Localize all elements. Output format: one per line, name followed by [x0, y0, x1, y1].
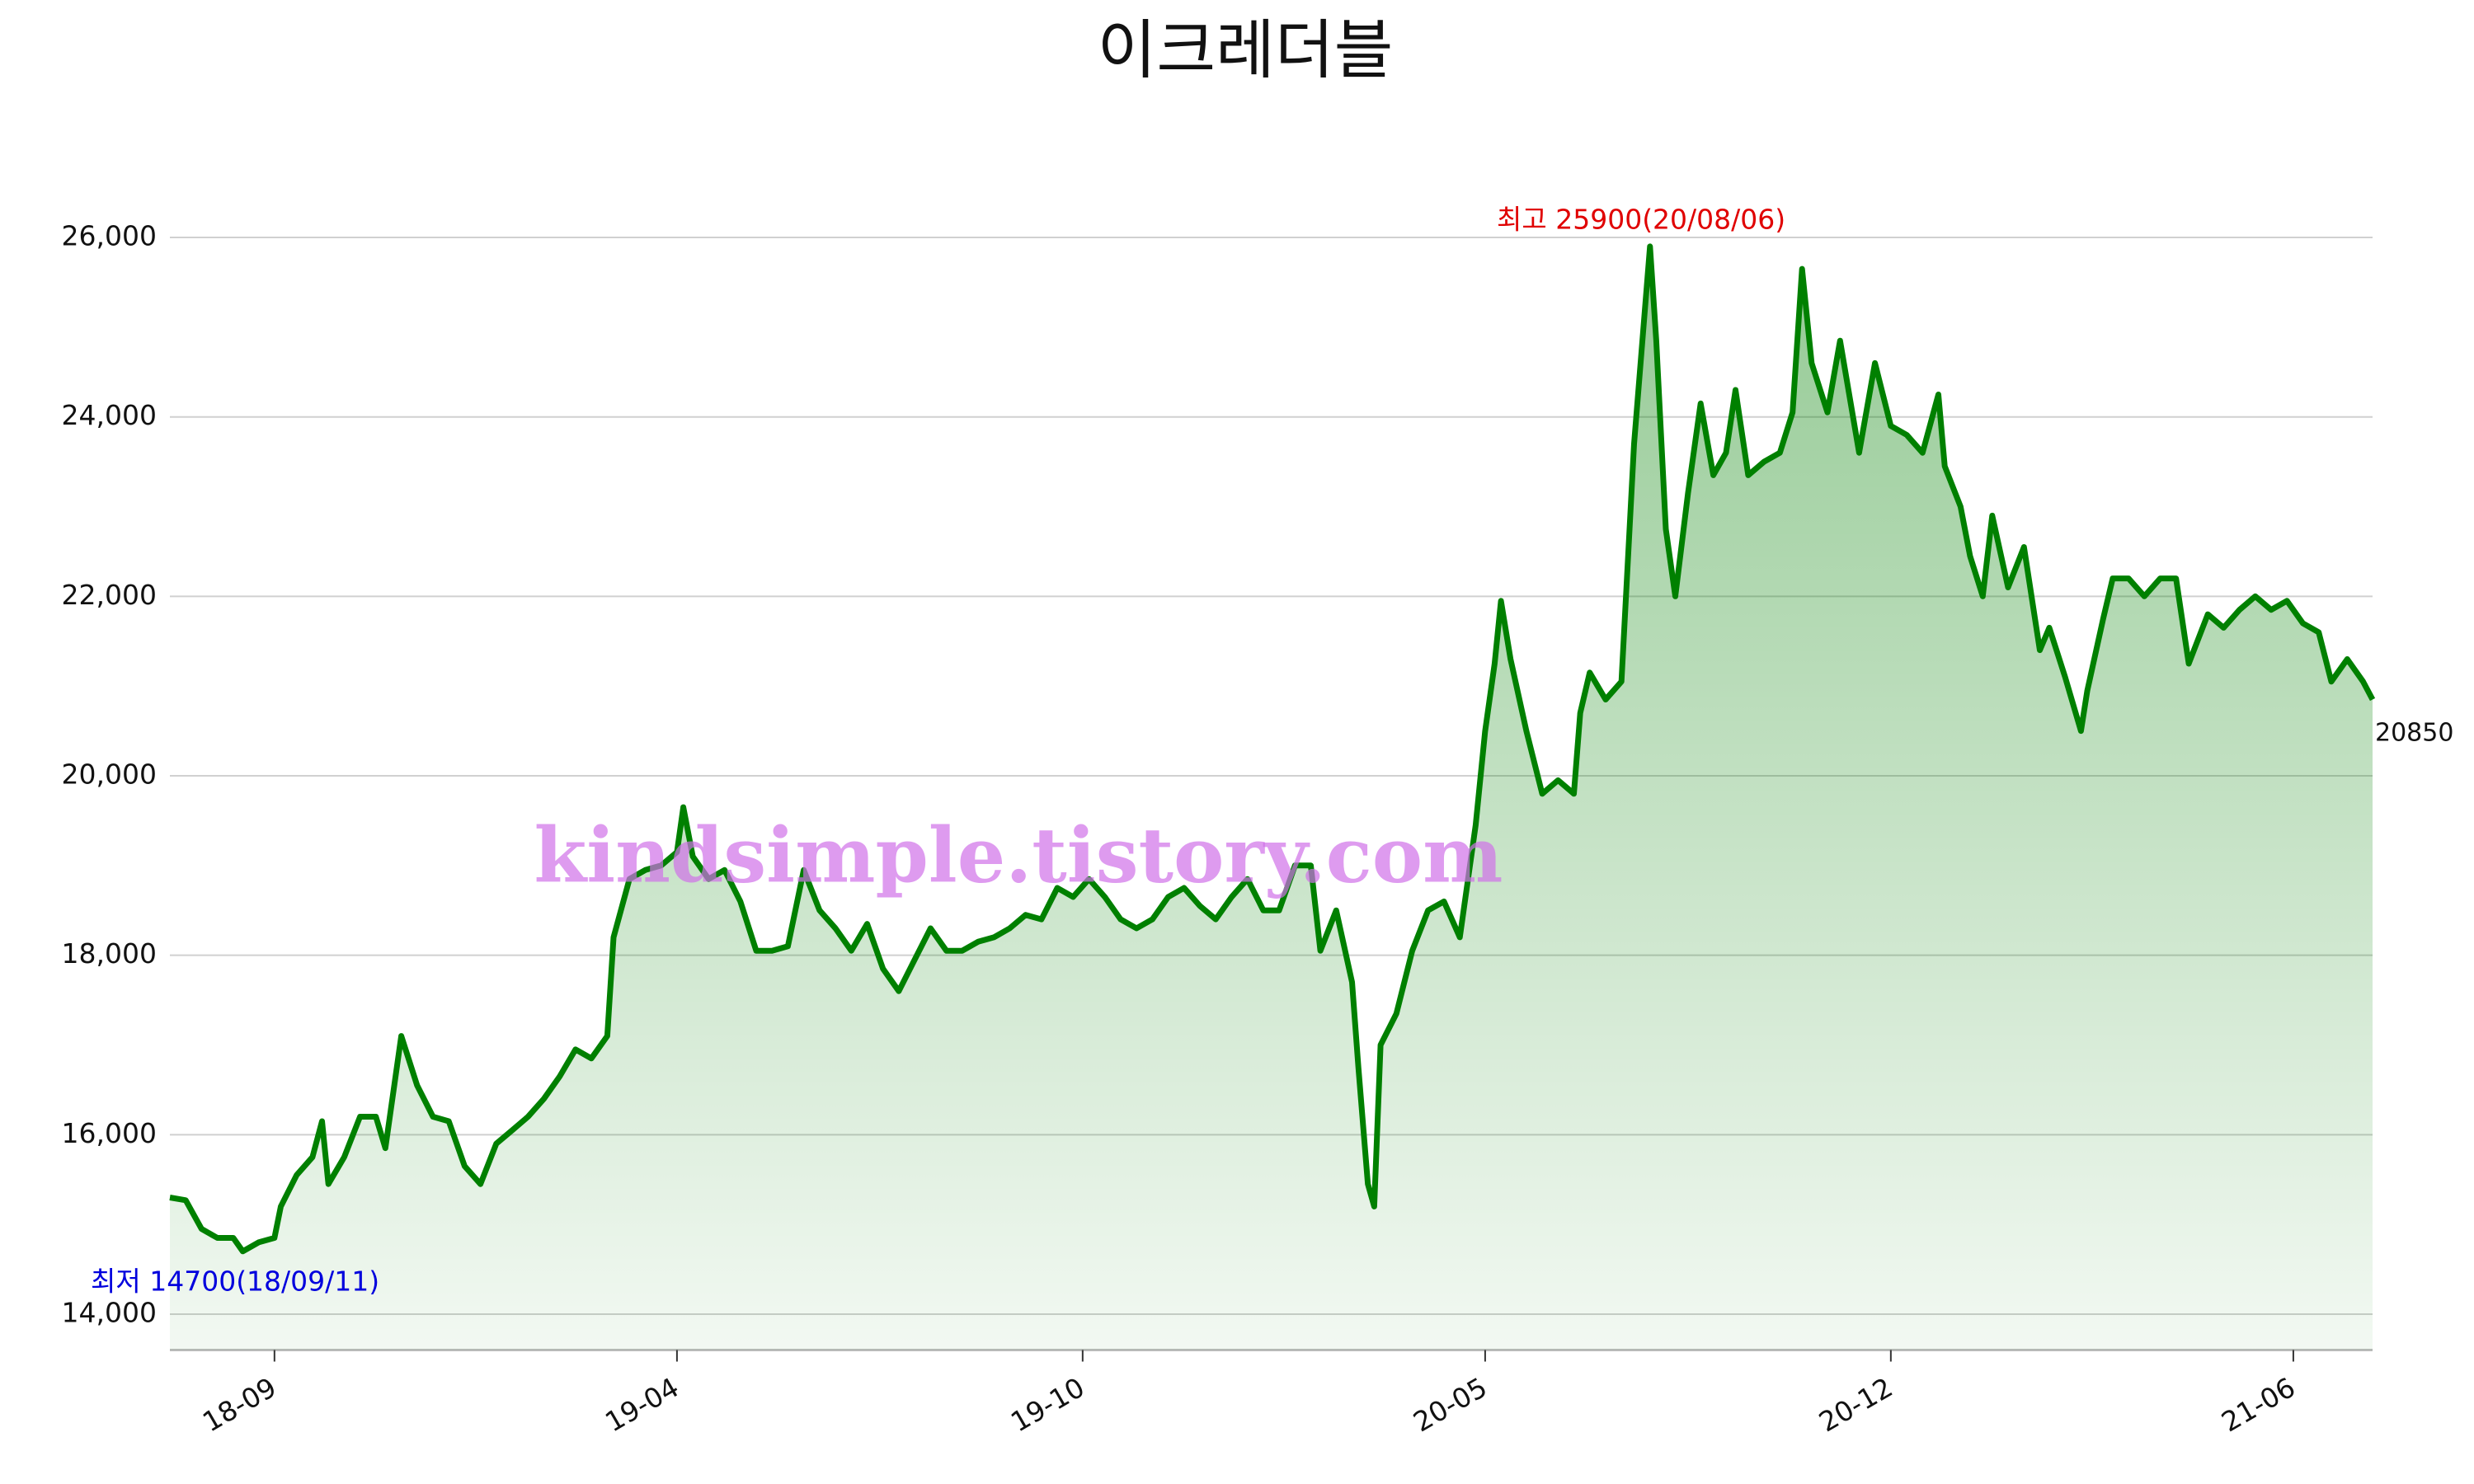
- y-tick-label: 16,000: [62, 1117, 157, 1149]
- x-tick-label: 20-12: [1813, 1371, 1898, 1439]
- y-tick-label: 20,000: [62, 758, 157, 791]
- high-annotation: 최고 25900(20/08/06): [1497, 204, 1785, 236]
- last-annotation: 20850: [2375, 719, 2453, 748]
- chart-title: 이크레더블: [1098, 13, 1394, 87]
- y-tick-label: 14,000: [62, 1296, 157, 1328]
- x-tick-label: 21-06: [2216, 1371, 2301, 1439]
- low-annotation: 최저 14700(18/09/11): [91, 1266, 379, 1298]
- x-tick-label: 20-05: [1408, 1371, 1493, 1439]
- price-line: [169, 243, 2376, 1255]
- y-tick-label: 26,000: [62, 220, 157, 252]
- x-tick-label: 19-04: [600, 1371, 684, 1439]
- y-tick-label: 24,000: [62, 399, 157, 431]
- area: [170, 246, 2373, 1350]
- x-tick-label: 19-10: [1005, 1371, 1090, 1439]
- y-tick-label: 22,000: [62, 579, 157, 611]
- y-tick-label: 18,000: [62, 937, 157, 970]
- watermark: kindsimple.tistory.com: [534, 811, 1503, 900]
- x-tick-label: 18-09: [197, 1371, 282, 1439]
